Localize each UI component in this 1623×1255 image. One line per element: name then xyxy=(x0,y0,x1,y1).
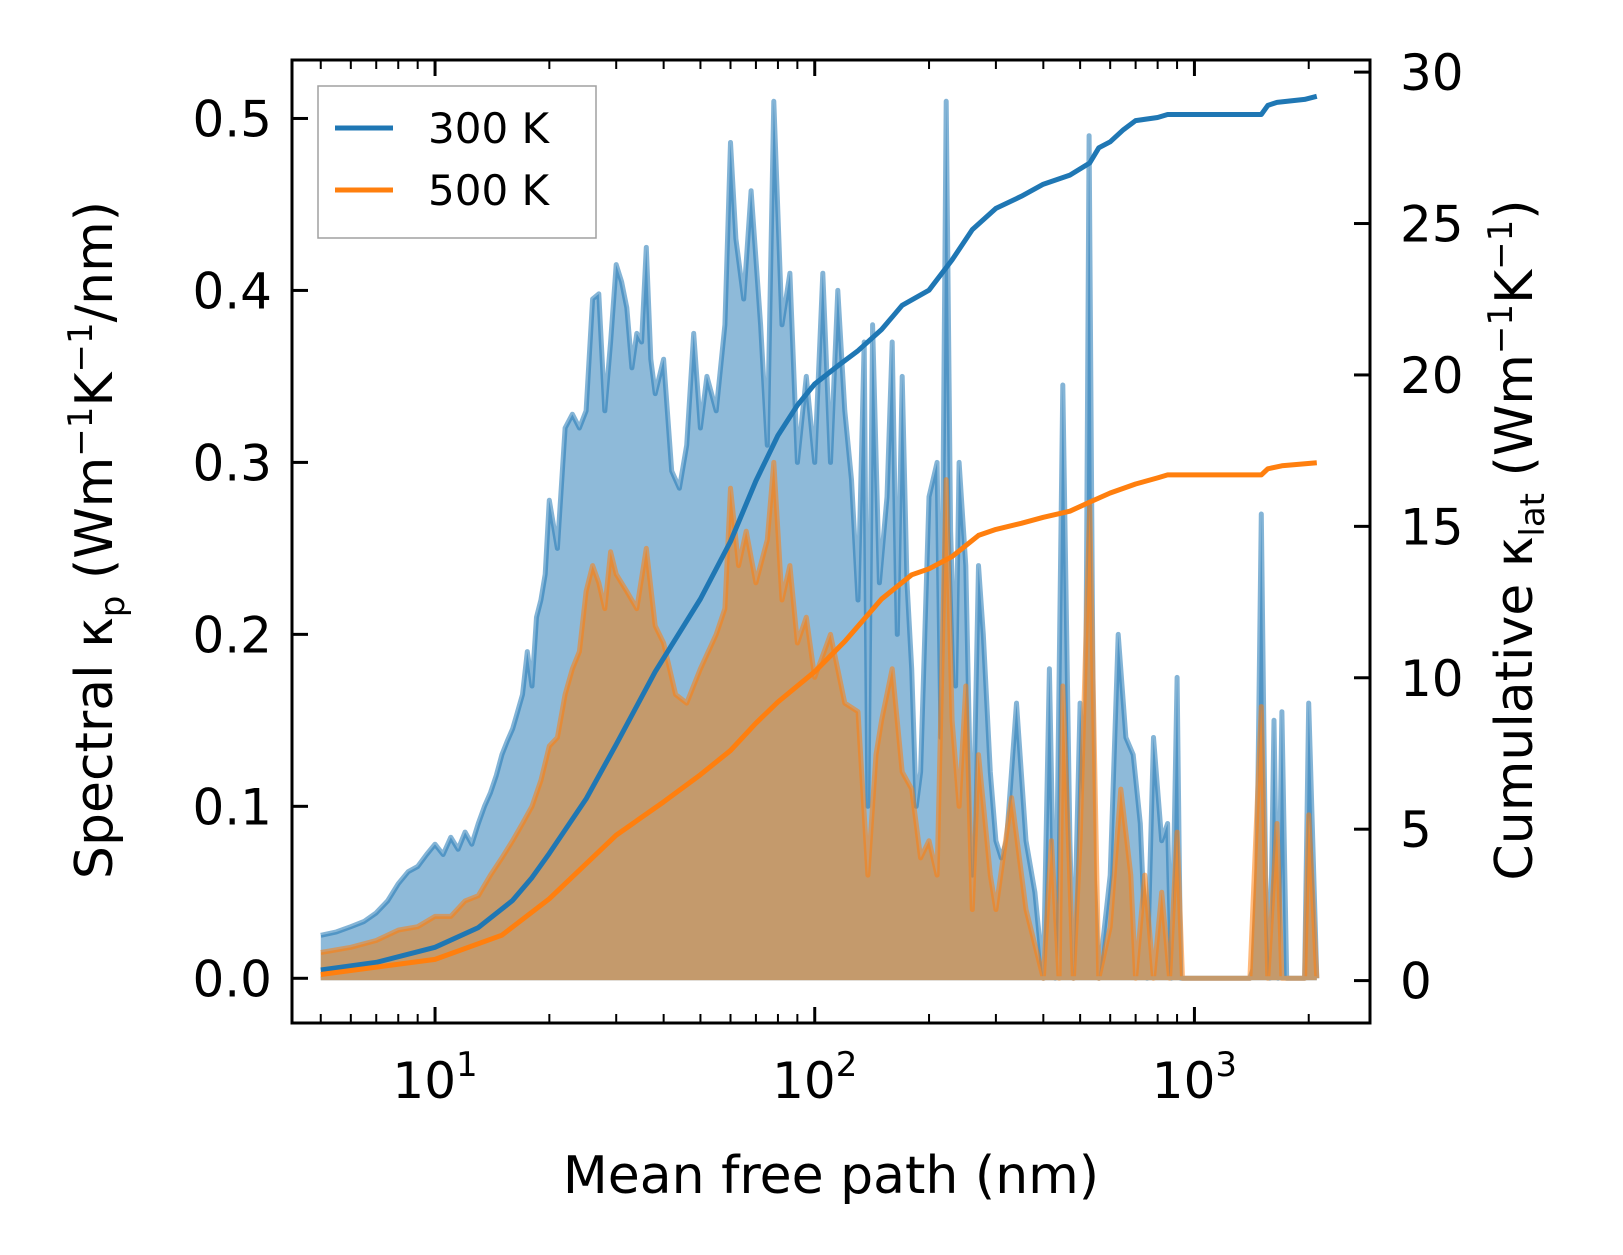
x-tick-label-exp: 3 xyxy=(1215,1045,1237,1085)
legend-frame xyxy=(317,85,597,239)
right-y-tick-label: 30 xyxy=(1400,44,1464,102)
right-y-tick-label: 0 xyxy=(1400,953,1432,1011)
x-tick-label-exp: 1 xyxy=(456,1045,478,1085)
right-y-tick-label: 20 xyxy=(1400,347,1464,405)
left-y-title-exp-1: −1 xyxy=(61,407,101,457)
x-tick-label: 101 xyxy=(392,1045,477,1110)
right-y-title-unit-post: ) xyxy=(1485,199,1545,219)
spectral-fill-group xyxy=(320,98,1320,981)
left-y-tick-label: 0.4 xyxy=(192,262,272,320)
x-tick-label: 102 xyxy=(772,1045,857,1110)
left-y-axis-title: Spectral κp (Wm−1K−1/nm) xyxy=(61,201,133,879)
right-y-tick-label: 10 xyxy=(1400,650,1464,708)
right-y-axis-title: Cumulative κlat (Wm−1K−1) xyxy=(1481,199,1553,880)
right-y-title-unit-mid: K xyxy=(1485,268,1545,304)
x-tick-label-base: 10 xyxy=(392,1052,456,1110)
x-tick-label-exp: 2 xyxy=(836,1045,858,1085)
right-y-title-sub: lat xyxy=(1513,493,1553,537)
right-y-title-unit-pre: (Wm xyxy=(1485,354,1545,493)
left-y-title-unit-post: /nm) xyxy=(65,201,125,322)
plot-frame xyxy=(290,58,1372,1025)
x-axis-title: Mean free path (nm) xyxy=(563,1146,1099,1206)
x-tick-label: 103 xyxy=(1152,1045,1237,1110)
right-y-tick-label: 25 xyxy=(1400,196,1464,254)
left-y-tick-label: 0.1 xyxy=(192,778,272,836)
cumulative-line-300k xyxy=(320,93,1318,973)
x-tick-label-base: 10 xyxy=(772,1052,836,1110)
left-y-title-unit-mid: K xyxy=(65,371,125,407)
right-y-tick-label: 15 xyxy=(1400,498,1464,556)
left-y-tick-label: 0.3 xyxy=(192,434,272,492)
spectral-line-500k xyxy=(320,459,1320,981)
cumulative-line-500k xyxy=(320,460,1318,977)
left-y-tick-label: 0.5 xyxy=(192,90,272,148)
left-y-tick-label: 0.0 xyxy=(192,950,272,1008)
left-y-title-main: Spectral κ xyxy=(65,617,125,879)
right-y-tick-label: 5 xyxy=(1400,801,1432,859)
left-y-tick-label: 0.2 xyxy=(192,606,272,664)
legend-label-500k: 500 K xyxy=(428,166,551,215)
legend-label-300k: 300 K xyxy=(428,104,551,153)
left-y-title-sub: p xyxy=(93,596,133,618)
left-y-title-unit-pre: (Wm xyxy=(65,457,125,596)
legend: 300 K 500 K xyxy=(317,85,597,239)
cumulative-lines-group xyxy=(320,93,1318,977)
x-tick-label-base: 10 xyxy=(1152,1052,1216,1110)
left-y-title-exp-2: −1 xyxy=(61,322,101,372)
right-y-title-main: Cumulative κ xyxy=(1485,537,1545,881)
right-y-title-exp-2: −1 xyxy=(1481,220,1521,270)
right-y-title-exp-1: −1 xyxy=(1481,304,1521,354)
spectral-line-300k xyxy=(320,98,1320,981)
